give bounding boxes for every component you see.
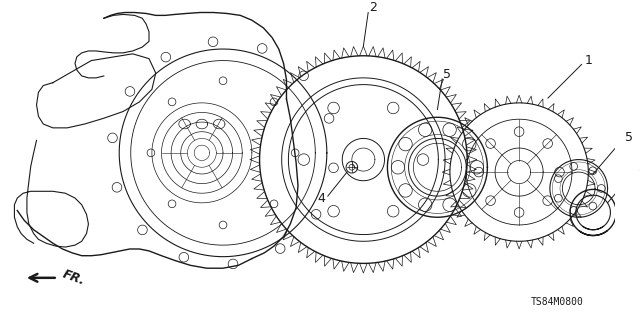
Text: 1: 1 <box>584 54 593 67</box>
Text: 5: 5 <box>625 131 633 144</box>
Text: 5: 5 <box>443 69 451 81</box>
Text: 4: 4 <box>317 191 325 204</box>
Text: 3: 3 <box>638 161 640 174</box>
Text: FR.: FR. <box>61 268 87 288</box>
Text: 2: 2 <box>369 1 377 14</box>
Text: TS84M0800: TS84M0800 <box>531 297 584 307</box>
